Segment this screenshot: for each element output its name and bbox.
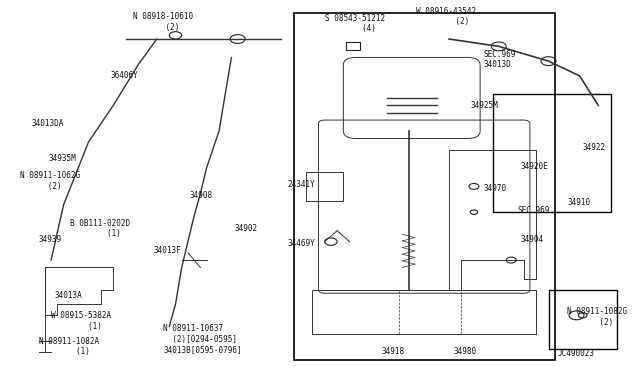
Bar (312, 289, 536, 334)
Bar (346, 42, 360, 51)
Text: 34910: 34910 (567, 199, 590, 208)
Text: JC490023: JC490023 (558, 349, 595, 358)
Text: 34918: 34918 (381, 347, 404, 356)
Text: N 08911-1082A
        (1): N 08911-1082A (1) (38, 337, 99, 356)
Bar (493, 94, 611, 212)
Text: 34922: 34922 (582, 143, 606, 152)
Text: 34013F: 34013F (154, 246, 182, 255)
Text: 34013DA: 34013DA (31, 119, 63, 128)
Text: SEC.969
34013D: SEC.969 34013D (483, 49, 516, 69)
Text: 34925M: 34925M (471, 101, 499, 110)
Text: W 08915-5382A
        (1): W 08915-5382A (1) (51, 311, 111, 331)
Text: 34904: 34904 (520, 235, 543, 244)
Text: W 08916-43542
       (2): W 08916-43542 (2) (416, 7, 476, 26)
Text: 34902: 34902 (234, 224, 258, 233)
Text: 34469Y: 34469Y (287, 239, 316, 248)
Text: S 08543-51212
        (4): S 08543-51212 (4) (324, 14, 385, 33)
Bar (548, 289, 617, 349)
Text: 34980: 34980 (453, 347, 476, 356)
Text: 36406Y: 36406Y (111, 71, 138, 80)
Text: 34939: 34939 (38, 235, 62, 244)
Text: 34970: 34970 (483, 184, 506, 193)
Text: N 08918-10610
    (2): N 08918-10610 (2) (133, 12, 193, 32)
Bar (294, 13, 555, 360)
Text: 34908: 34908 (189, 191, 212, 200)
Text: N 08911-1082G
       (2): N 08911-1082G (2) (567, 308, 627, 327)
Text: 24341Y: 24341Y (287, 180, 316, 189)
Text: B 0B111-0202D
        (1): B 0B111-0202D (1) (70, 219, 130, 238)
Text: N 08911-1062G
      (2): N 08911-1062G (2) (20, 171, 80, 190)
Text: 34013A: 34013A (54, 291, 82, 299)
Text: SEC.969: SEC.969 (517, 206, 550, 215)
Text: N 08911-10637
  (2)[0294-0595]
34013B[0595-0796]: N 08911-10637 (2)[0294-0595] 34013B[0595… (163, 324, 242, 354)
Text: 34935M: 34935M (48, 154, 76, 163)
Bar (306, 171, 343, 201)
Text: 34920E: 34920E (520, 161, 548, 171)
